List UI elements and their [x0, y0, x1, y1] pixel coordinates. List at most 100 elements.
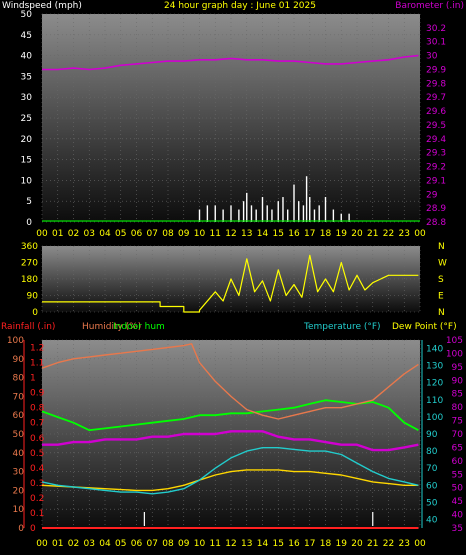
- dew-point-tick-label: 105: [446, 336, 463, 346]
- x-tick-label: 18: [320, 229, 332, 239]
- temperature-tick-label: 130: [426, 362, 443, 372]
- direction-tick-label: 180: [21, 275, 38, 285]
- barometer-axis-label: Barometer (.in): [395, 1, 464, 11]
- x-tick-label: 05: [115, 539, 126, 549]
- windspeed-tick-label: 20: [21, 135, 33, 145]
- direction-tick-label: 0: [32, 308, 38, 318]
- humidity-tick-label: 10: [13, 505, 25, 515]
- dew-point-tick-label: 50: [452, 484, 464, 494]
- compass-tick-label: W: [438, 259, 447, 269]
- humidity-tick-label: 50: [13, 430, 25, 440]
- windspeed-tick-label: 45: [21, 31, 32, 41]
- windspeed-tick-label: 5: [26, 197, 32, 207]
- x-tick-label: 08: [162, 539, 174, 549]
- x-tick-label: 17: [304, 229, 315, 239]
- direction-tick-label: 360: [21, 242, 38, 252]
- x-tick-label: 10: [194, 229, 206, 239]
- dew-point-tick-label: 60: [452, 457, 464, 467]
- temperature-tick-label: 40: [426, 515, 438, 525]
- barometer-tick-label: 29.6: [426, 107, 446, 117]
- barometer-tick-label: 28.8: [426, 218, 446, 228]
- barometer-tick-label: 29.8: [426, 79, 446, 89]
- temperature-tick-label: 80: [426, 447, 438, 457]
- humidity-tick-label: 0: [18, 524, 24, 534]
- x-tick-label: 02: [68, 539, 79, 549]
- rainfall-tick-label: 0.4: [30, 464, 45, 474]
- barometer-tick-label: 29.1: [426, 176, 446, 186]
- humidity-tick-label: 80: [13, 374, 25, 384]
- x-tick-label: 05: [115, 229, 126, 239]
- compass-tick-label: N: [438, 242, 445, 252]
- windspeed-tick-label: 35: [21, 72, 32, 82]
- humidity-tick-label: 100: [7, 336, 24, 346]
- humidity-tick-label: 60: [13, 411, 25, 421]
- x-tick-label: 22: [383, 539, 394, 549]
- x-tick-label: 11: [210, 229, 221, 239]
- x-tick-label: 04: [99, 539, 111, 549]
- indoor-temp-line: [41, 469, 419, 492]
- rainfall-tick-label: 1.1: [30, 359, 44, 369]
- rainfall-tick-label: 0.5: [30, 449, 44, 459]
- dew-point-tick-label: 65: [452, 443, 463, 453]
- dew-point-tick-label: 80: [452, 403, 464, 413]
- windspeed-tick-label: 50: [21, 10, 33, 20]
- x-tick-label: 13: [241, 539, 252, 549]
- barometer-tick-label: 29.3: [426, 149, 446, 159]
- humidity-line: [41, 343, 419, 420]
- humidity-tick-label: 70: [13, 392, 25, 402]
- dew-point-line: [42, 430, 419, 452]
- temperature-tick-label: 70: [426, 464, 438, 474]
- x-tick-label: 11: [210, 539, 221, 549]
- dew-point-tick-label: 100: [446, 349, 463, 359]
- x-tick-label: 16: [288, 539, 300, 549]
- x-tick-label: 01: [52, 229, 63, 239]
- x-tick-label: 06: [131, 229, 143, 239]
- rainfall-tick-label: 0.2: [30, 494, 44, 504]
- x-tick-label: 09: [178, 539, 190, 549]
- temperature-tick-label: 60: [426, 481, 438, 491]
- x-tick-label: 09: [178, 229, 190, 239]
- x-tick-label: 23: [399, 539, 410, 549]
- temperature-tick-label: 90: [426, 430, 438, 440]
- windspeed-tick-label: 0: [26, 218, 32, 228]
- x-tick-label: 06: [131, 539, 143, 549]
- barometer-tick-label: 28.9: [426, 204, 446, 214]
- windspeed-tick-label: 40: [21, 52, 33, 62]
- x-tick-label: 03: [84, 539, 95, 549]
- x-tick-label: 20: [351, 229, 363, 239]
- x-tick-label: 22: [383, 229, 394, 239]
- barometer-tick-label: 29.4: [426, 135, 446, 145]
- direction-tick-label: 270: [21, 259, 38, 269]
- barometer-tick-label: 29: [426, 190, 438, 200]
- rainfall-tick-label: 0: [30, 524, 36, 534]
- x-tick-label: 23: [399, 229, 410, 239]
- x-tick-label: 20: [351, 539, 363, 549]
- rainfall-tick-label: 0.6: [30, 434, 45, 444]
- x-tick-label: 02: [68, 229, 79, 239]
- x-tick-label: 07: [147, 229, 158, 239]
- dew-point-tick-label: 35: [452, 524, 463, 534]
- wind-direction-line: [42, 254, 419, 313]
- windspeed-tick-label: 25: [21, 114, 32, 124]
- barometer-tick-label: 30.1: [426, 38, 446, 48]
- x-tick-label: 13: [241, 229, 252, 239]
- x-tick-label: 12: [225, 539, 236, 549]
- chart-title: 24 hour graph day : June 01 2025: [164, 1, 316, 11]
- rainfall-tick-label: 0.7: [30, 419, 44, 429]
- temperature-tick-label: 50: [426, 498, 438, 508]
- humidity-tick-label: 90: [13, 355, 25, 365]
- barometer-tick-label: 30.2: [426, 24, 446, 34]
- windspeed-tick-label: 15: [21, 156, 32, 166]
- dew-point-axis-label: Dew Point (°F): [392, 322, 457, 332]
- barometer-tick-label: 30: [426, 52, 438, 62]
- x-tick-label: 01: [52, 539, 63, 549]
- indoor-humidity-axis-label: Indoor hum: [113, 322, 165, 332]
- rainfall-tick-label: 0.1: [30, 509, 44, 519]
- humidity-tick-label: 40: [13, 449, 25, 459]
- dew-point-tick-label: 70: [452, 430, 464, 440]
- x-tick-label: 19: [336, 229, 348, 239]
- x-tick-label: 14: [257, 229, 269, 239]
- x-tick-label: 10: [194, 539, 206, 549]
- x-tick-label: 07: [147, 539, 158, 549]
